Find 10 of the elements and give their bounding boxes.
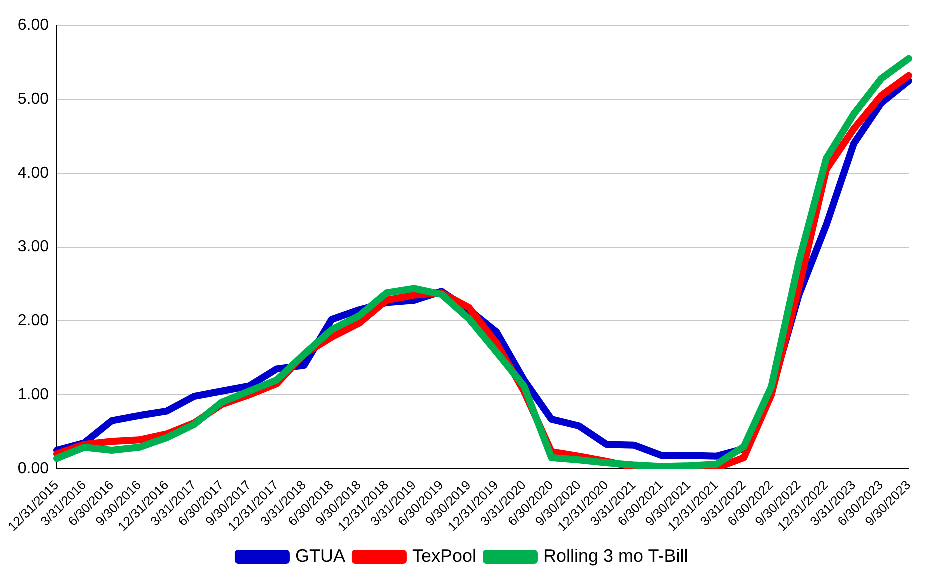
y-tick-label: 0.00 xyxy=(18,460,50,478)
y-tick-label: 4.00 xyxy=(18,164,50,182)
y-tick-label: 3.00 xyxy=(18,238,50,256)
legend-label: Rolling 3 mo T-Bill xyxy=(543,546,688,566)
y-tick-label: 5.00 xyxy=(18,90,50,108)
y-tick-label: 1.00 xyxy=(18,386,50,404)
y-tick-label: 2.00 xyxy=(18,312,50,330)
legend-label: GTUA xyxy=(295,546,346,566)
y-tick-label: 6.00 xyxy=(18,17,50,34)
legend-label: TexPool xyxy=(412,546,477,566)
